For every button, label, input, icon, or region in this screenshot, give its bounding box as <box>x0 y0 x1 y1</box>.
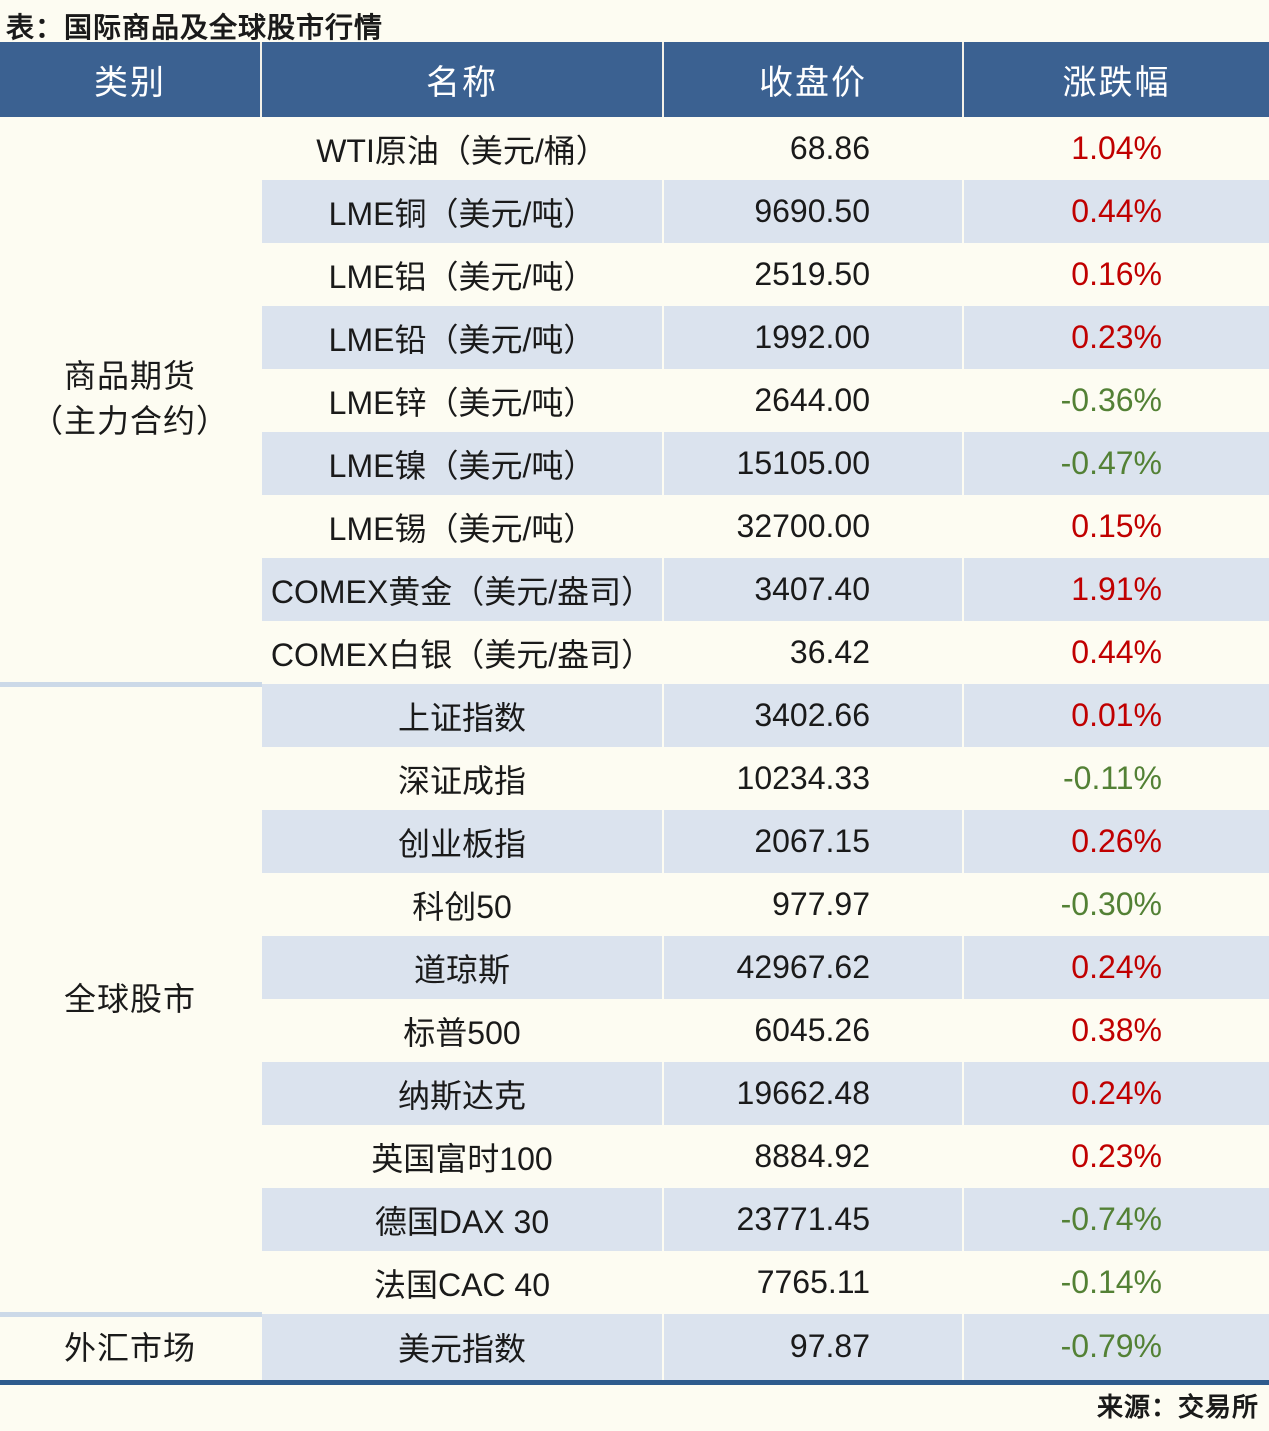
close-price-cell: 2519.50 <box>662 243 963 306</box>
table-row: 标普500 6045.26 0.38% <box>0 999 1269 1062</box>
change-percent-cell: -0.14% <box>962 1251 1269 1314</box>
instrument-name-cell: 法国CAC 40 <box>260 1251 663 1314</box>
col-header-close: 收盘价 <box>662 42 963 117</box>
change-percent-cell: 0.01% <box>962 684 1269 747</box>
category-cell: 商品期货 （主力合约） <box>0 117 261 687</box>
instrument-name-cell: LME铜（美元/吨） <box>260 180 663 243</box>
instrument-name-cell: 科创50 <box>260 873 663 936</box>
instrument-name-cell: 深证成指 <box>260 747 663 810</box>
change-percent-cell: 0.23% <box>962 1125 1269 1188</box>
change-percent-cell: 0.26% <box>962 810 1269 873</box>
instrument-name-cell: 道琼斯 <box>260 936 663 999</box>
market-table: 类别 名称 收盘价 涨跌幅 商品期货 （主力合约） WTI原油（美元/桶） 68.86… <box>0 42 1269 1380</box>
instrument-name-cell: 德国DAX 30 <box>260 1188 663 1251</box>
change-percent-cell: -0.30% <box>962 873 1269 936</box>
close-price-cell: 32700.00 <box>662 495 963 558</box>
table-row: LME镍（美元/吨） 15105.00 -0.47% <box>0 432 1269 495</box>
instrument-name-cell: COMEX黄金（美元/盎司） <box>260 558 663 621</box>
close-price-cell: 19662.48 <box>662 1062 963 1125</box>
category-label: 外汇市场 <box>63 1329 196 1366</box>
table-row: LME锌（美元/吨） 2644.00 -0.36% <box>0 369 1269 432</box>
close-price-cell: 2067.15 <box>662 810 963 873</box>
category-cell: 全球股市 <box>0 684 261 1317</box>
table-row: 德国DAX 30 23771.45 -0.74% <box>0 1188 1269 1251</box>
change-percent-cell: -0.74% <box>962 1188 1269 1251</box>
table-row: COMEX黄金（美元/盎司） 3407.40 1.91% <box>0 558 1269 621</box>
instrument-name-cell: 创业板指 <box>260 810 663 873</box>
change-percent-cell: -0.79% <box>962 1314 1269 1380</box>
instrument-name-cell: LME锌（美元/吨） <box>260 369 663 432</box>
table-row: 英国富时100 8884.92 0.23% <box>0 1125 1269 1188</box>
close-price-cell: 23771.45 <box>662 1188 963 1251</box>
change-percent-cell: 1.04% <box>962 117 1269 180</box>
change-percent-cell: -0.11% <box>962 747 1269 810</box>
instrument-name-cell: LME铝（美元/吨） <box>260 243 663 306</box>
instrument-name-cell: 标普500 <box>260 999 663 1062</box>
instrument-name-cell: LME锡（美元/吨） <box>260 495 663 558</box>
change-percent-cell: -0.36% <box>962 369 1269 432</box>
close-price-cell: 3407.40 <box>662 558 963 621</box>
col-header-change: 涨跌幅 <box>962 42 1269 117</box>
close-price-cell: 10234.33 <box>662 747 963 810</box>
table-row: 科创50 977.97 -0.30% <box>0 873 1269 936</box>
change-percent-cell: 0.23% <box>962 306 1269 369</box>
instrument-name-cell: 纳斯达克 <box>260 1062 663 1125</box>
source-note: 来源：交易所 <box>1096 1391 1259 1422</box>
instrument-name-cell: 美元指数 <box>260 1314 663 1380</box>
table-row: LME铅（美元/吨） 1992.00 0.23% <box>0 306 1269 369</box>
instrument-name-cell: 英国富时100 <box>260 1125 663 1188</box>
change-percent-cell: -0.47% <box>962 432 1269 495</box>
table-row: 法国CAC 40 7765.11 -0.14% <box>0 1251 1269 1314</box>
table-row: 创业板指 2067.15 0.26% <box>0 810 1269 873</box>
table-row: 纳斯达克 19662.48 0.24% <box>0 1062 1269 1125</box>
instrument-name-cell: 上证指数 <box>260 684 663 747</box>
change-percent-cell: 0.15% <box>962 495 1269 558</box>
table-row: 商品期货 （主力合约） WTI原油（美元/桶） 68.86 1.04% <box>0 117 1269 687</box>
close-price-cell: 1992.00 <box>662 306 963 369</box>
close-price-cell: 9690.50 <box>662 180 963 243</box>
table-row: LME铝（美元/吨） 2519.50 0.16% <box>0 243 1269 306</box>
change-percent-cell: 0.24% <box>962 936 1269 999</box>
change-percent-cell: 0.24% <box>962 1062 1269 1125</box>
instrument-name-cell: LME铅（美元/吨） <box>260 306 663 369</box>
table-row: 深证成指 10234.33 -0.11% <box>0 747 1269 810</box>
category-cell: 外汇市场 <box>0 1314 261 1380</box>
close-price-cell: 7765.11 <box>662 1251 963 1314</box>
close-price-cell: 8884.92 <box>662 1125 963 1188</box>
table-row: LME铜（美元/吨） 9690.50 0.44% <box>0 180 1269 243</box>
table-row: COMEX白银（美元/盎司） 36.42 0.44% <box>0 621 1269 684</box>
close-price-cell: 42967.62 <box>662 936 963 999</box>
category-label: （主力合约） <box>30 403 229 440</box>
table-row: 外汇市场 美元指数 97.87 -0.79% <box>0 1314 1269 1380</box>
change-percent-cell: 0.16% <box>962 243 1269 306</box>
table-row: LME锡（美元/吨） 32700.00 0.15% <box>0 495 1269 558</box>
table-row: 道琼斯 42967.62 0.24% <box>0 936 1269 999</box>
instrument-name-cell: WTI原油（美元/桶） <box>260 117 663 180</box>
change-percent-cell: 0.44% <box>962 621 1269 684</box>
change-percent-cell: 1.91% <box>962 558 1269 621</box>
close-price-cell: 2644.00 <box>662 369 963 432</box>
category-label: 商品期货 <box>63 358 196 395</box>
change-percent-cell: 0.44% <box>962 180 1269 243</box>
instrument-name-cell: COMEX白银（美元/盎司） <box>260 621 663 684</box>
close-price-cell: 68.86 <box>662 117 963 180</box>
close-price-cell: 6045.26 <box>662 999 963 1062</box>
instrument-name-cell: LME镍（美元/吨） <box>260 432 663 495</box>
close-price-cell: 3402.66 <box>662 684 963 747</box>
table-row: 全球股市 上证指数 3402.66 0.01% <box>0 684 1269 1317</box>
col-header-name: 名称 <box>260 42 663 117</box>
close-price-cell: 36.42 <box>662 621 963 684</box>
market-table-wrapper: 类别 名称 收盘价 涨跌幅 商品期货 （主力合约） WTI原油（美元/桶） 68.86… <box>0 42 1269 1385</box>
close-price-cell: 977.97 <box>662 873 963 936</box>
header-row: 类别 名称 收盘价 涨跌幅 <box>0 42 1269 117</box>
close-price-cell: 97.87 <box>662 1314 963 1380</box>
close-price-cell: 15105.00 <box>662 432 963 495</box>
category-label: 全球股市 <box>63 980 196 1017</box>
col-header-category: 类别 <box>0 42 261 117</box>
table-caption: 表：国际商品及全球股市行情 <box>6 12 384 43</box>
change-percent-cell: 0.38% <box>962 999 1269 1062</box>
